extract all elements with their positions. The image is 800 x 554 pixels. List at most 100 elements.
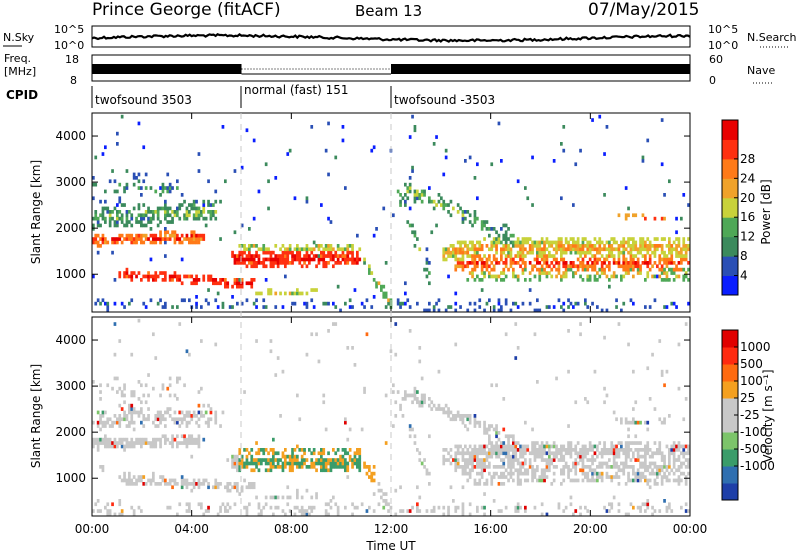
power-cell-626 [291,301,294,306]
velocity-cell-600 [291,468,294,473]
power-cell-599 [279,247,282,252]
velocity-cell-1602 [627,441,630,445]
power-cell-1290 [540,240,544,245]
power-cell-738 [334,250,338,255]
power-cell-720 [327,244,330,248]
power-cell-1390 [569,264,573,269]
power-cell-805 [375,284,378,289]
velocity-cell-461 [238,492,242,496]
velocity-cell-1478 [593,471,597,476]
velocity-cell-1438 [581,458,585,462]
power-cell-200 [147,220,150,224]
velocity-cell-476 [243,465,246,469]
power-cell-1218 [521,261,525,265]
power-cell-684 [312,254,316,258]
power-cell-535 [255,298,258,303]
power-cell-1665 [646,274,650,279]
power-cell-496 [240,165,244,170]
velocity-cell-828 [394,488,398,493]
power-cell-536 [255,291,258,296]
velocity-cell-183 [140,441,143,445]
power-cell-442 [216,291,220,296]
velocity-cell-1744 [663,499,666,503]
velocity-cell-721 [334,458,338,462]
power-cell-755 [341,125,345,129]
velocity-cell-245 [159,414,162,418]
power-cell-156 [137,271,141,275]
velocity-cell-890 [425,471,429,476]
velocity-cell-1347 [552,451,556,456]
velocity-cell-842 [404,393,407,398]
power-cell-895 [428,261,431,265]
velocity-cell-358 [192,485,196,490]
power-cell-636 [293,247,297,252]
velocity-cell-850 [408,393,412,398]
power-cell-867 [413,189,417,194]
power-cell-1440 [581,237,585,241]
power-cell-497 [243,261,246,265]
velocity-cell-1051 [478,424,482,428]
velocity-cell-1036 [476,461,479,466]
velocity-cell-1147 [500,441,503,445]
power-cell-448 [221,305,225,309]
velocity-cell-378 [197,424,201,428]
velocity-cell-1822 [684,478,688,483]
power-cell-814 [382,206,386,211]
power-cell-21 [96,240,100,245]
velocity-cell-104 [120,390,124,394]
velocity-cell-305 [178,417,182,422]
velocity-cell-1698 [648,397,652,401]
velocity-cell-1257 [526,471,530,476]
power-cell-994 [466,308,470,313]
power-cell-1018 [471,247,474,252]
velocity-cell-873 [418,451,422,456]
velocity-cell-397 [204,478,208,483]
velocity-cell-426 [219,424,222,428]
power-cell-223 [154,274,158,279]
power-cell-1381 [567,305,570,309]
power-cell-476 [236,257,239,262]
power-cell-1516 [603,193,606,197]
velocity-cell-1143 [500,458,503,462]
power-cell-1745 [668,240,671,245]
velocity-cell-677 [320,465,323,469]
power-cell-1369 [562,244,566,248]
power-cell-1572 [622,274,626,279]
velocity-cell-1160 [504,505,508,510]
velocity-cell-928 [447,407,450,411]
power-cell-1059 [480,267,484,272]
velocity-cell-1395 [569,495,573,500]
velocity-cell-829 [394,414,398,418]
power-cell-10 [94,240,98,245]
velocity-cell-1462 [588,468,592,473]
power-cell-1761 [672,261,676,265]
velocity-cell-785 [360,502,364,507]
power-cell-93 [118,210,122,214]
velocity-cell-1316 [543,458,546,462]
power-cell-1557 [617,261,621,265]
velocity-cell-984 [464,458,467,462]
power-cell-1468 [591,267,594,272]
velocity-cell-1171 [507,465,510,469]
velocity-cell-1099 [490,478,494,483]
velocity-cell-760 [351,512,354,517]
velocity-cell-1074 [483,431,486,435]
velocity-cell-640 [303,458,306,462]
power-cell-37 [101,213,105,218]
power-cell-1213 [519,244,522,248]
power-cell-481 [238,261,242,265]
power-cell-283 [168,278,172,282]
velocity-cell-33 [101,424,105,428]
power-cell-1140 [500,240,503,245]
power-cell-1379 [564,240,568,245]
velocity-cell-1186 [509,458,513,462]
velocity-cell-126 [128,482,131,486]
velocity-cell-466 [238,451,242,456]
velocity-cell-1669 [644,465,647,469]
velocity-cell-1453 [586,478,590,483]
velocity-cell-1808 [680,465,683,469]
velocity-cell-282 [171,437,174,442]
velocity-cell-991 [466,465,470,469]
velocity-cell-881 [420,397,424,401]
velocity-cell-569 [276,451,280,456]
